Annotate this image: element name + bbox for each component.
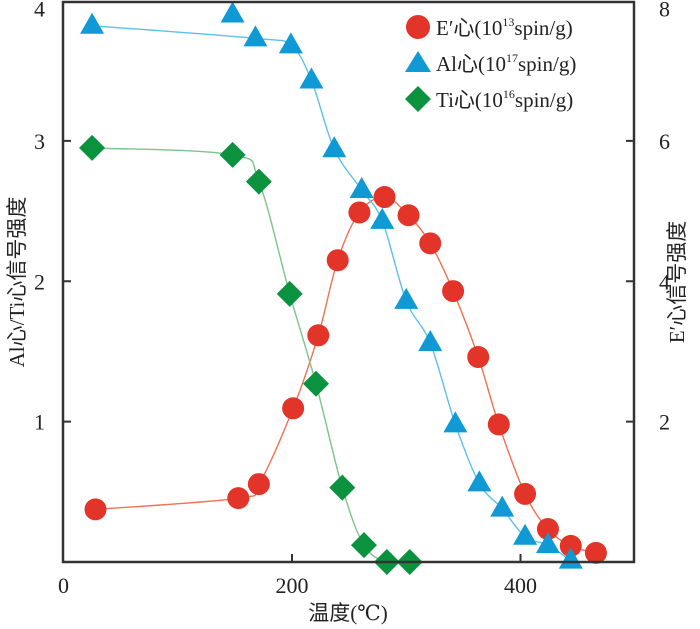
legend-label-ti-center: Ti心(1016spin/g)	[436, 87, 573, 112]
legend-marker-al-center	[405, 51, 431, 72]
x-tick-label: 200	[276, 573, 309, 598]
ti-center-point	[350, 532, 377, 559]
y-right-tick-label: 8	[659, 0, 670, 22]
e-center-point	[307, 324, 330, 347]
e-center-point	[397, 204, 420, 227]
ti-center-point	[302, 370, 329, 397]
e-center-point	[442, 280, 465, 303]
ti-center-point	[219, 141, 246, 168]
y-right-tick-label: 4	[659, 269, 670, 294]
al-center-point	[535, 532, 560, 554]
al-center-point	[558, 547, 583, 569]
al-center-point	[322, 136, 347, 158]
legend-marker-e-center	[406, 15, 430, 39]
y-right-tick-label: 6	[659, 129, 670, 154]
plot-frame	[61, 0, 636, 564]
e-center-point	[227, 487, 250, 510]
ti-center-point	[245, 168, 272, 195]
y-axis-left-title: Al心/Ti心信号强度	[5, 197, 29, 368]
e-center-point	[514, 482, 537, 505]
y-left-tick-label: 4	[34, 0, 45, 22]
e-center-point	[247, 473, 270, 496]
legend-label-al-center: Al心(1017spin/g)	[436, 51, 576, 76]
e-center-point	[467, 346, 490, 369]
legend: E′心(1013spin/g) Al心(1017spin/g) Ti心(1016sp…	[405, 15, 576, 112]
axis-ticks: 0 200 400 1 2 3 4 2 4 6 8	[34, 0, 670, 598]
ti-center-point	[79, 134, 106, 161]
ti-center-point	[329, 474, 356, 501]
e-center-point	[419, 232, 442, 255]
al-center-point	[394, 287, 419, 309]
e-center-point	[559, 534, 582, 557]
e-center-point	[84, 498, 107, 521]
e-center-point	[373, 186, 396, 209]
e-center-point	[487, 413, 510, 436]
al-center-point	[299, 67, 324, 89]
e-center-point	[326, 249, 349, 272]
y-left-tick-label: 3	[34, 129, 45, 154]
al-center-point	[220, 1, 245, 23]
e-center-point	[536, 518, 559, 541]
y-right-tick-label: 2	[659, 410, 670, 435]
al-center-point	[278, 32, 303, 54]
al-center-point	[418, 329, 443, 351]
e-center-point	[348, 201, 371, 224]
al-center-point	[490, 495, 515, 517]
al-center-point	[467, 470, 492, 492]
x-axis-title: 温度(℃)	[308, 601, 387, 625]
e-center-point	[282, 397, 305, 420]
ti-center-point	[276, 280, 303, 307]
y-axis-right-title: E′心信号强度	[665, 221, 689, 343]
y-left-tick-label: 2	[34, 269, 45, 294]
series-markers	[79, 1, 607, 575]
al-center-point	[80, 12, 105, 34]
al-center-point	[243, 25, 268, 47]
al-center-point	[370, 207, 395, 229]
al-center-point	[443, 411, 468, 433]
al-center-point	[513, 523, 538, 545]
legend-marker-ti-center	[405, 86, 431, 112]
x-tick-label: 0	[58, 573, 69, 598]
legend-label-e-center: E′心(1013spin/g)	[436, 15, 573, 40]
x-tick-label: 400	[504, 573, 537, 598]
e-center-point	[584, 541, 607, 564]
al-center-point	[349, 176, 374, 198]
y-left-tick-label: 1	[34, 410, 45, 435]
